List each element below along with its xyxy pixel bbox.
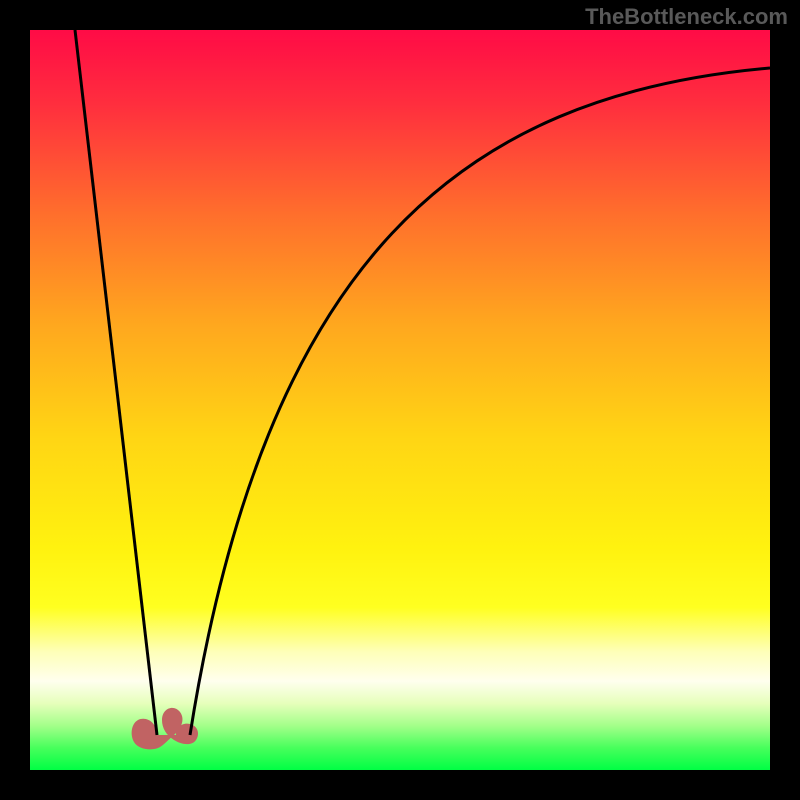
- bottleneck-chart: [0, 0, 800, 800]
- watermark-text: TheBottleneck.com: [585, 4, 788, 30]
- heat-gradient-area: [30, 30, 770, 770]
- chart-root: TheBottleneck.com: [0, 0, 800, 800]
